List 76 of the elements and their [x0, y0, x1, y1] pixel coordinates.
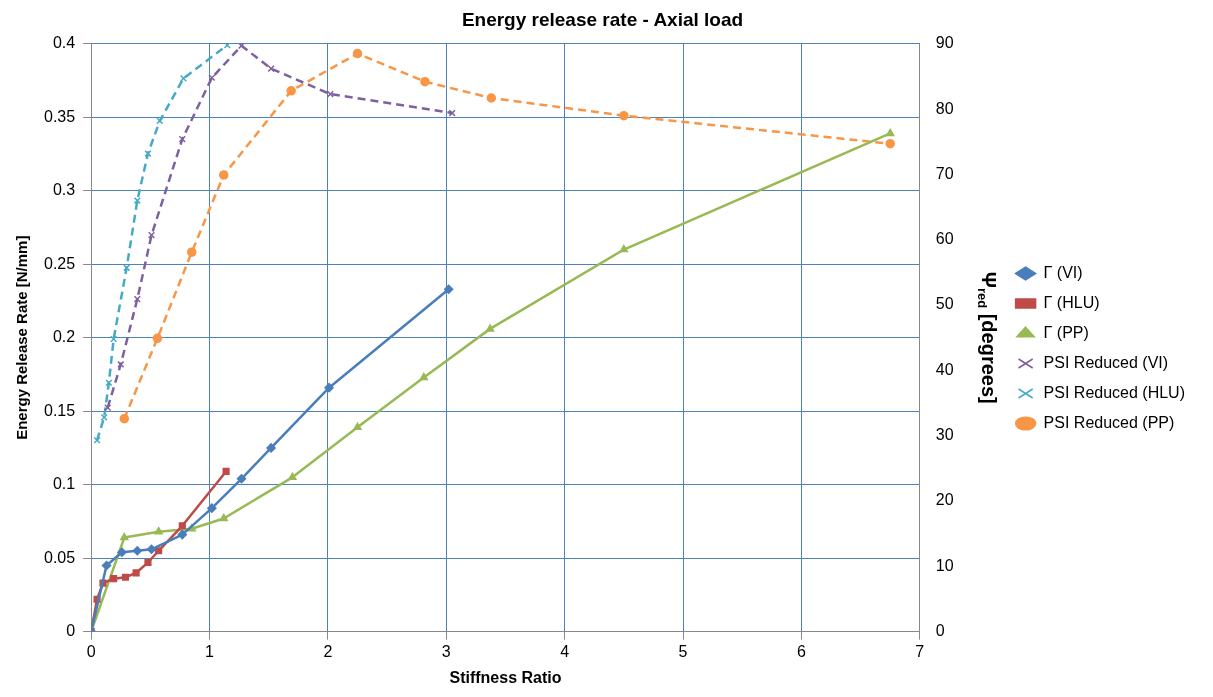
- x-tick-label: 1: [205, 642, 215, 660]
- y-tick-label: 0.15: [44, 401, 76, 419]
- point: [155, 547, 163, 555]
- point: [286, 86, 296, 96]
- x-tick-label: 7: [915, 642, 925, 660]
- point: [110, 335, 118, 343]
- point: [132, 569, 140, 577]
- legend-label: PSI Reduced (HLU): [1043, 383, 1185, 401]
- y-tick-label: 0.25: [44, 254, 76, 272]
- point: [187, 247, 197, 257]
- y2-tick-label: 70: [935, 164, 954, 182]
- point: [156, 117, 164, 125]
- point: [178, 522, 186, 530]
- y2-axis-title: Ψred [degrees]: [975, 271, 1001, 404]
- y2-tick-label: 40: [935, 360, 954, 378]
- x-tick-label: 2: [323, 642, 333, 660]
- point: [619, 244, 629, 253]
- y2-tick-label: 0: [935, 622, 945, 640]
- y-tick-label: 0.1: [52, 475, 76, 493]
- legend-label: Γ (VI): [1043, 263, 1083, 281]
- y2-tick-label: 20: [935, 491, 954, 509]
- point: [486, 93, 497, 103]
- x-tick-label: 4: [560, 642, 570, 660]
- y2-tick-label: 90: [935, 34, 954, 52]
- point: [144, 149, 152, 158]
- point: [120, 532, 129, 541]
- point: [288, 472, 297, 481]
- chart-title: Energy release rate - Axial load: [461, 8, 744, 30]
- x-tick-label: 3: [441, 642, 451, 660]
- point: [219, 513, 228, 522]
- point: [266, 443, 276, 453]
- y-tick-label: 0.3: [52, 181, 76, 199]
- point: [222, 467, 230, 475]
- point: [885, 138, 895, 149]
- x-axis-title: Stiffness Ratio: [449, 668, 562, 686]
- point: [420, 76, 430, 87]
- point: [353, 422, 362, 431]
- y-tick-label: 0.2: [52, 328, 76, 346]
- point: [619, 110, 629, 121]
- y-tick-label: 0.05: [44, 548, 76, 566]
- x-tick-label: 0: [86, 642, 96, 660]
- point: [443, 284, 454, 294]
- y-axis-title: Energy Release Rate [N/mm]: [13, 235, 31, 440]
- point: [324, 382, 334, 393]
- point: [886, 128, 895, 137]
- y-tick-label: 0: [66, 622, 76, 640]
- legend-label: PSI Reduced (PP): [1043, 413, 1175, 431]
- point: [177, 529, 188, 540]
- point: [110, 575, 118, 583]
- legend-label: Γ (PP): [1043, 323, 1089, 341]
- x-tick-label: 5: [678, 642, 688, 660]
- legend-label: PSI Reduced (VI): [1043, 353, 1169, 371]
- x-tick-label: 6: [796, 642, 806, 660]
- point: [101, 560, 112, 571]
- y2-tick-label: 30: [935, 426, 954, 444]
- point: [146, 544, 157, 555]
- y2-tick-label: 10: [935, 556, 954, 574]
- point: [352, 48, 363, 59]
- point: [154, 526, 163, 535]
- point: [218, 170, 229, 180]
- y2-tick-label: 50: [935, 295, 954, 313]
- point: [152, 333, 163, 344]
- y-tick-label: 0.35: [44, 107, 76, 125]
- y-tick-label: 0.4: [52, 34, 76, 52]
- point: [121, 573, 130, 581]
- y2-tick-label: 80: [935, 99, 954, 117]
- point: [119, 413, 130, 424]
- point: [132, 546, 143, 556]
- y2-tick-label: 60: [935, 230, 954, 248]
- point: [485, 324, 495, 332]
- point: [236, 474, 247, 484]
- point: [419, 372, 429, 381]
- point: [144, 558, 152, 567]
- point: [207, 503, 217, 513]
- legend-label: Γ (HLU): [1043, 293, 1100, 311]
- point: [117, 547, 127, 557]
